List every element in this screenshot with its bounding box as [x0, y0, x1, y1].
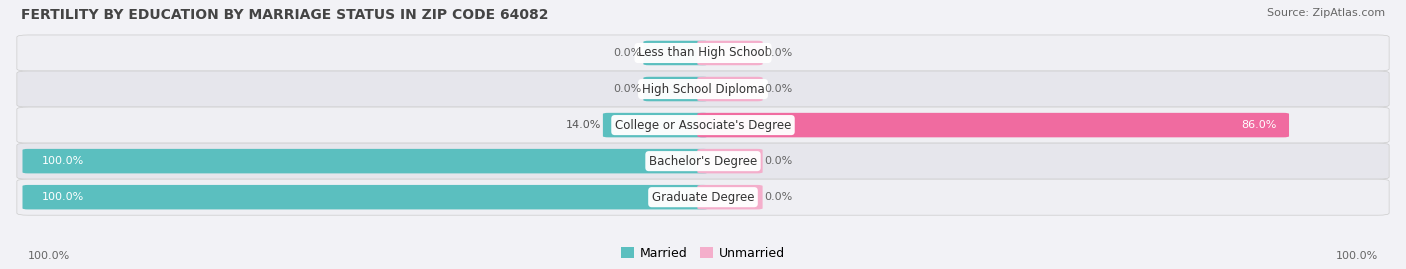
- FancyBboxPatch shape: [22, 149, 709, 174]
- Text: Bachelor's Degree: Bachelor's Degree: [650, 155, 756, 168]
- FancyBboxPatch shape: [22, 185, 709, 210]
- Text: 14.0%: 14.0%: [567, 120, 602, 130]
- Text: 0.0%: 0.0%: [763, 84, 792, 94]
- Text: Less than High School: Less than High School: [638, 47, 768, 59]
- FancyBboxPatch shape: [697, 185, 762, 210]
- Text: High School Diploma: High School Diploma: [641, 83, 765, 95]
- Text: 0.0%: 0.0%: [614, 48, 643, 58]
- FancyBboxPatch shape: [644, 41, 709, 65]
- Text: 0.0%: 0.0%: [763, 192, 792, 202]
- Text: 100.0%: 100.0%: [42, 192, 84, 202]
- FancyBboxPatch shape: [17, 143, 1389, 179]
- FancyBboxPatch shape: [603, 113, 709, 137]
- FancyBboxPatch shape: [17, 71, 1389, 107]
- Legend: Married, Unmarried: Married, Unmarried: [621, 247, 785, 260]
- FancyBboxPatch shape: [17, 35, 1389, 71]
- FancyBboxPatch shape: [644, 77, 709, 101]
- Text: 86.0%: 86.0%: [1241, 120, 1277, 130]
- FancyBboxPatch shape: [17, 107, 1389, 143]
- Text: 0.0%: 0.0%: [763, 48, 792, 58]
- Text: 0.0%: 0.0%: [763, 156, 792, 166]
- Text: 100.0%: 100.0%: [28, 250, 70, 261]
- FancyBboxPatch shape: [697, 77, 762, 101]
- Text: Graduate Degree: Graduate Degree: [652, 191, 754, 204]
- Text: College or Associate's Degree: College or Associate's Degree: [614, 119, 792, 132]
- FancyBboxPatch shape: [697, 149, 762, 174]
- Text: 100.0%: 100.0%: [42, 156, 84, 166]
- Text: FERTILITY BY EDUCATION BY MARRIAGE STATUS IN ZIP CODE 64082: FERTILITY BY EDUCATION BY MARRIAGE STATU…: [21, 8, 548, 22]
- Text: 100.0%: 100.0%: [1336, 250, 1378, 261]
- FancyBboxPatch shape: [697, 41, 762, 65]
- Text: Source: ZipAtlas.com: Source: ZipAtlas.com: [1267, 8, 1385, 18]
- FancyBboxPatch shape: [697, 113, 1289, 137]
- Text: 0.0%: 0.0%: [614, 84, 643, 94]
- FancyBboxPatch shape: [17, 179, 1389, 215]
